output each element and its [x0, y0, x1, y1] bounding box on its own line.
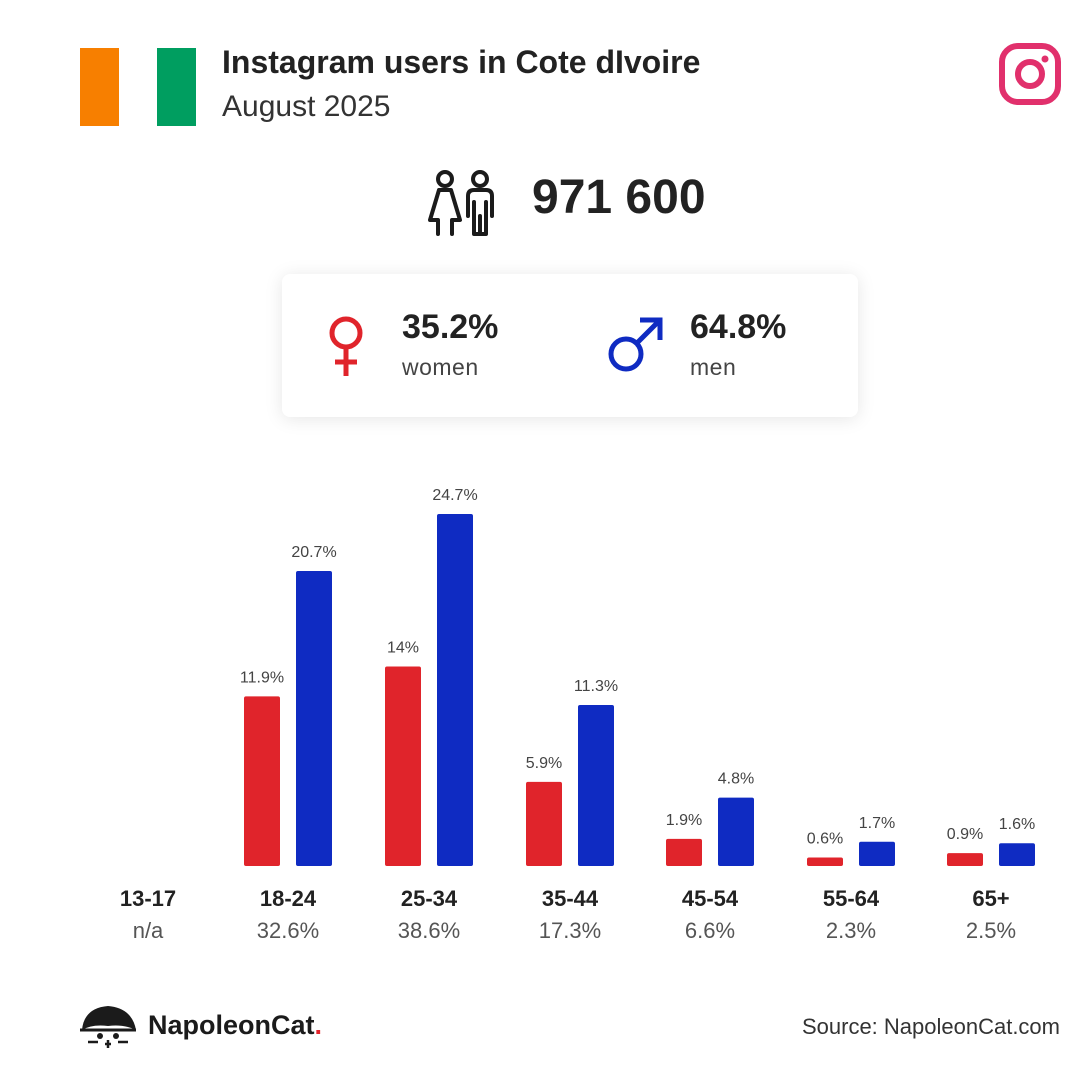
brand-name: NapoleonCat.	[148, 1010, 322, 1041]
bar-value-label: 1.6%	[999, 816, 1035, 833]
bar	[807, 857, 843, 866]
bar-value-label: 4.8%	[718, 771, 754, 788]
bar	[437, 514, 473, 866]
bar-value-label: 0.6%	[807, 830, 843, 847]
age-group-label: 13-17	[120, 886, 176, 911]
age-group-label: 25-34	[401, 886, 458, 911]
male-symbol-icon	[608, 317, 663, 372]
age-group-label: 55-64	[823, 886, 880, 911]
bar	[666, 838, 702, 866]
bar-value-label: 5.9%	[526, 755, 562, 772]
flag-stripe-orange	[80, 48, 119, 126]
women-label: women	[402, 354, 479, 380]
age-group-total: 38.6%	[398, 918, 460, 943]
bar-value-label: 1.7%	[859, 815, 895, 832]
age-group-total: 2.3%	[826, 918, 876, 943]
men-label: men	[690, 354, 737, 380]
gender-card: 35.2% women 64.8% men	[282, 274, 858, 417]
page-title: Instagram users in Cote dIvoire	[222, 44, 701, 80]
bar	[999, 843, 1035, 866]
age-group-label: 65+	[972, 886, 1009, 911]
bar	[526, 781, 562, 866]
bar-value-label: 0.9%	[947, 826, 983, 843]
age-group-label: 18-24	[260, 886, 317, 911]
source-credit: Source: NapoleonCat.com	[801, 1014, 1060, 1039]
flag-stripe-white	[118, 48, 158, 126]
brand-dot: .	[314, 1010, 323, 1040]
country-flag	[80, 48, 197, 126]
page-subtitle: August 2025	[222, 90, 391, 123]
female-symbol-icon	[329, 316, 363, 376]
age-group-label: 35-44	[542, 886, 599, 911]
age-group-total: 2.5%	[966, 918, 1016, 943]
brand-name-text: NapoleonCat	[148, 1010, 315, 1040]
flag-stripe-green	[157, 48, 197, 126]
total-users: 971 600	[532, 171, 706, 224]
women-percentage: 35.2%	[402, 308, 499, 346]
age-group-total: 6.6%	[685, 918, 735, 943]
bar	[385, 666, 421, 866]
age-gender-bar-chart: 13-17 n/a 11.9% 20.7% 18-24 32.6% 14% 24.7% 25-3…	[120, 487, 1035, 943]
bar-value-label: 1.9%	[666, 812, 702, 829]
instagram-icon	[999, 43, 1061, 105]
bar	[718, 797, 754, 866]
bar-value-label: 11.3%	[574, 678, 618, 695]
bar	[947, 853, 983, 866]
bar	[578, 704, 614, 866]
age-group-total: 17.3%	[539, 918, 601, 943]
age-group-label: 45-54	[682, 886, 739, 911]
bar	[859, 841, 895, 866]
users-icon	[428, 170, 494, 236]
age-group-total: 32.6%	[257, 918, 319, 943]
bar	[244, 696, 280, 866]
men-percentage: 64.8%	[690, 308, 787, 346]
bar-value-label: 20.7%	[291, 544, 336, 561]
bar-value-label: 24.7%	[432, 487, 477, 504]
bar-value-label: 11.9%	[240, 669, 284, 686]
bar-value-label: 14%	[387, 639, 419, 656]
age-group-total: n/a	[133, 918, 164, 943]
napoleoncat-logo-icon	[80, 1006, 136, 1048]
bar	[296, 571, 332, 866]
